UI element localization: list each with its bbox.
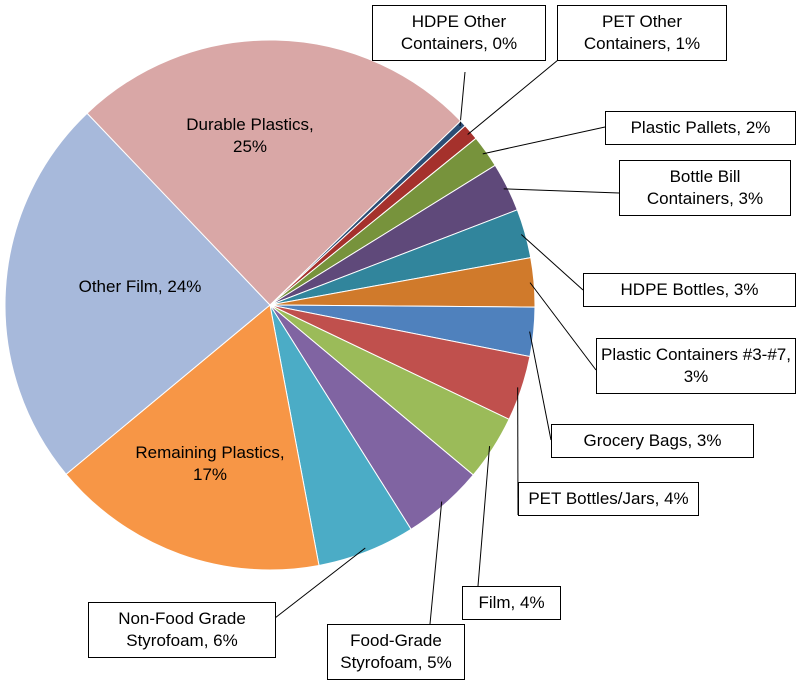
leader-line [274,547,366,619]
slice-label: HDPE Other Containers, 0% [372,5,546,61]
slice-label: HDPE Bottles, 3% [583,273,796,307]
slice-label: Plastic Pallets, 2% [605,111,796,145]
slice-label: PET Other Containers, 1% [557,5,727,61]
slice-label: Film, 4% [462,586,561,620]
leader-line [459,71,466,127]
slice-label: PET Bottles/Jars, 4% [518,482,699,516]
slice-label: Bottle Bill Containers, 3% [619,160,791,216]
leader-line [520,234,584,291]
leader-line [529,282,597,371]
slice-label: Grocery Bags, 3% [551,424,754,458]
slice-label: Plastic Containers #3-#7, 3% [596,338,796,394]
leader-line [429,501,443,625]
leader-line [467,59,559,135]
leader-line [529,331,552,441]
pie-slice [65,304,320,571]
leader-line [503,188,620,194]
slice-label: Non-Food Grade Styrofoam, 6% [88,602,276,658]
slice-label: Food-Grade Styrofoam, 5% [327,624,465,680]
leader-line [477,446,491,587]
pie-slice [4,112,271,475]
leader-line [482,126,606,155]
slice-label: Remaining Plastics, 17% [135,443,285,484]
slice-label: Durable Plastics, 25% [186,115,314,156]
pie-slice [86,39,462,306]
slice-label: Other Film, 24% [78,277,202,296]
